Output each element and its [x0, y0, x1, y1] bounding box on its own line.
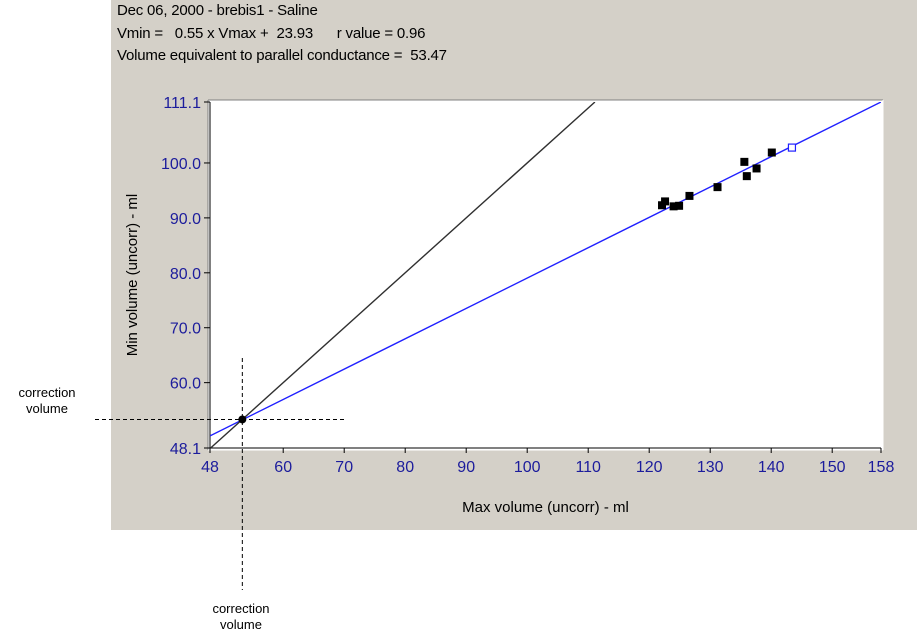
data-point	[752, 164, 761, 173]
x-tick-label: 110	[575, 459, 601, 476]
y-tick-label: 111.1	[163, 95, 201, 112]
data-point	[685, 191, 694, 200]
data-point	[675, 201, 684, 210]
correction-point	[238, 415, 247, 424]
x-axis-label: Max volume (uncorr) - ml	[462, 499, 629, 516]
plot-area	[208, 100, 883, 450]
data-point	[713, 183, 722, 192]
identity-line	[210, 102, 596, 448]
header-parallel-conductance: Volume equivalent to parallel conductanc…	[117, 47, 447, 64]
data-point-hollow	[787, 143, 797, 152]
y-axis-label: Min volume (uncorr) - ml	[124, 194, 141, 357]
x-tick-label: 70	[335, 459, 353, 476]
header-title: Dec 06, 2000 - brebis1 - Saline	[117, 2, 318, 19]
x-tick-label: 120	[636, 459, 663, 476]
annotation-correction-volume-left: correction volume	[18, 385, 76, 416]
x-tick-label: 130	[697, 459, 724, 476]
data-point	[742, 172, 751, 181]
y-tick-label: 100.0	[161, 156, 201, 173]
x-tick-label: 60	[274, 459, 292, 476]
data-point	[740, 157, 749, 166]
x-tick-label: 80	[396, 459, 414, 476]
y-tick-label: 60.0	[170, 376, 201, 393]
x-tick-label: 48	[201, 459, 219, 476]
data-point	[767, 148, 776, 157]
regression-line	[210, 102, 881, 437]
x-tick-label: 90	[457, 459, 475, 476]
x-tick-label: 150	[819, 459, 846, 476]
x-tick-label: 158	[868, 459, 895, 476]
y-tick-label: 48.1	[170, 441, 201, 458]
data-point	[669, 202, 678, 211]
x-tick-label: 100	[514, 459, 541, 476]
y-tick-label: 90.0	[170, 211, 201, 228]
annotation-correction-volume-bottom: correction volume	[212, 601, 270, 632]
x-tick-label: 140	[758, 459, 785, 476]
y-tick-label: 80.0	[170, 266, 201, 283]
y-tick-label: 70.0	[170, 321, 201, 338]
data-point	[661, 197, 670, 206]
header-equation: Vmin = 0.55 x Vmax + 23.93 r value = 0.9…	[117, 25, 426, 42]
